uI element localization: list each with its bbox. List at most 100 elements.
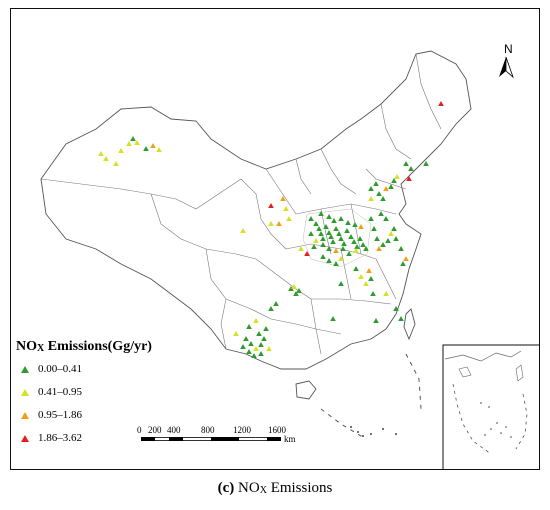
emission-point-marker: [113, 161, 119, 166]
scale-tick-label: 800: [201, 425, 215, 435]
emission-point-marker: [240, 344, 246, 349]
emission-point-marker: [258, 351, 264, 356]
emission-point-marker: [311, 244, 317, 249]
emission-point-marker: [320, 242, 326, 247]
emission-point-marker: [368, 186, 374, 191]
emission-point-marker: [336, 231, 342, 236]
scale-bar: [141, 437, 281, 441]
emission-point-marker: [353, 266, 359, 271]
emission-point-marker: [363, 246, 369, 251]
emission-point-marker: [320, 254, 326, 259]
emission-point-marker: [398, 246, 404, 251]
emission-point-marker: [313, 238, 319, 243]
emission-point-marker: [288, 286, 294, 291]
emission-point-marker: [388, 231, 394, 236]
emission-point-marker: [330, 316, 336, 321]
emission-point-marker: [293, 291, 299, 296]
scale-unit-label: km: [284, 434, 296, 444]
emission-point-marker: [385, 238, 391, 243]
emission-point-marker: [374, 236, 380, 241]
emission-point-marker: [333, 261, 339, 266]
emission-point-marker: [341, 241, 347, 246]
emission-point-marker: [276, 221, 282, 226]
emission-point-marker: [391, 178, 397, 183]
emission-point-marker: [388, 184, 394, 189]
emission-point-marker: [134, 140, 140, 145]
emission-point-marker: [261, 336, 267, 341]
region-outline: [302, 208, 372, 268]
emission-point-marker: [243, 336, 249, 341]
emission-point-marker: [438, 101, 444, 106]
emission-point-marker: [423, 161, 429, 166]
emission-point-marker: [291, 284, 297, 289]
inset-map: [442, 344, 539, 469]
emission-point-marker: [344, 228, 350, 233]
emission-point-marker: [376, 191, 382, 196]
emission-point-marker: [366, 268, 372, 273]
emission-point-marker: [283, 206, 289, 211]
emission-point-marker: [316, 226, 322, 231]
emission-point-marker: [318, 231, 324, 236]
emission-point-marker: [383, 216, 389, 221]
emission-point-marker: [98, 151, 104, 156]
emission-point-marker: [318, 211, 324, 216]
legend-symbol-icon: [21, 412, 29, 419]
north-label: N: [504, 42, 513, 56]
emission-point-marker: [143, 146, 149, 151]
figure-caption: (c) NOX Emissions: [217, 480, 333, 496]
scale-tick-label: 1200: [233, 425, 251, 435]
hainan-island: [295, 380, 317, 400]
taiwan-island: [403, 308, 416, 341]
emission-point-marker: [298, 246, 304, 251]
emission-point-marker: [393, 236, 399, 241]
emission-point-marker: [351, 239, 357, 244]
emission-point-marker: [150, 143, 156, 148]
emission-point-marker: [338, 216, 344, 221]
emission-point-marker: [328, 234, 334, 239]
emission-point-marker: [130, 136, 136, 141]
legend-symbol-icon: [21, 366, 29, 373]
emission-point-marker: [320, 236, 326, 241]
emission-point-marker: [368, 216, 374, 221]
legend-label: 0.00–0.41: [38, 363, 82, 375]
emission-point-marker: [333, 226, 339, 231]
emission-point-marker: [380, 196, 386, 201]
emission-point-marker: [268, 221, 274, 226]
emission-point-marker: [304, 251, 310, 256]
emission-point-marker: [256, 331, 262, 336]
country-outline: [40, 50, 472, 370]
emission-point-marker: [248, 341, 254, 346]
emission-point-marker: [253, 318, 259, 323]
north-arrow-icon: [499, 56, 514, 79]
emission-point-marker: [383, 291, 389, 296]
emission-point-marker: [251, 353, 257, 358]
emission-point-marker: [338, 256, 344, 261]
scale-tick-label: 200: [148, 425, 162, 435]
emission-point-marker: [403, 161, 409, 166]
maritime-boundary: [320, 353, 422, 440]
emission-point-marker: [406, 176, 412, 181]
emission-point-marker: [233, 331, 239, 336]
emission-point-marker: [266, 346, 272, 351]
emission-point-marker: [330, 239, 336, 244]
emission-markers: [98, 101, 444, 358]
emission-point-marker: [156, 147, 162, 152]
emission-point-marker: [286, 216, 292, 221]
emission-point-marker: [340, 246, 346, 251]
emission-point-marker: [126, 141, 132, 146]
emission-point-marker: [352, 222, 358, 227]
emission-point-marker: [240, 228, 246, 233]
islands: [350, 426, 397, 437]
emission-point-marker: [380, 242, 386, 247]
emission-point-marker: [263, 326, 269, 331]
legend-label: 0.95–1.86: [38, 409, 82, 421]
emission-point-marker: [253, 346, 259, 351]
emission-point-marker: [346, 251, 352, 256]
emission-point-marker: [280, 196, 286, 201]
emission-point-marker: [403, 256, 409, 261]
emission-point-marker: [358, 224, 364, 229]
emission-point-marker: [371, 226, 377, 231]
emission-point-marker: [268, 203, 274, 208]
emission-point-marker: [360, 242, 366, 247]
legend-title: NOX Emissions(Gg/yr): [16, 339, 152, 354]
